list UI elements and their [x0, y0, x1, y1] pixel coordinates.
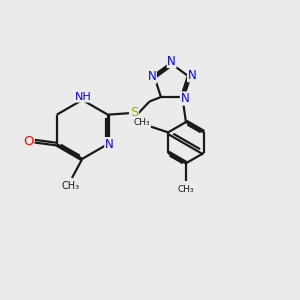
- Text: CH₃: CH₃: [134, 118, 151, 127]
- Text: O: O: [23, 135, 34, 148]
- Text: N: N: [180, 92, 189, 105]
- Text: NH: NH: [75, 92, 92, 102]
- Text: N: N: [167, 55, 176, 68]
- Text: CH₃: CH₃: [178, 185, 194, 194]
- Text: CH₃: CH₃: [61, 181, 80, 191]
- Text: N: N: [148, 70, 156, 83]
- Text: N: N: [105, 138, 114, 151]
- Text: N: N: [188, 69, 196, 82]
- Text: S: S: [130, 106, 139, 119]
